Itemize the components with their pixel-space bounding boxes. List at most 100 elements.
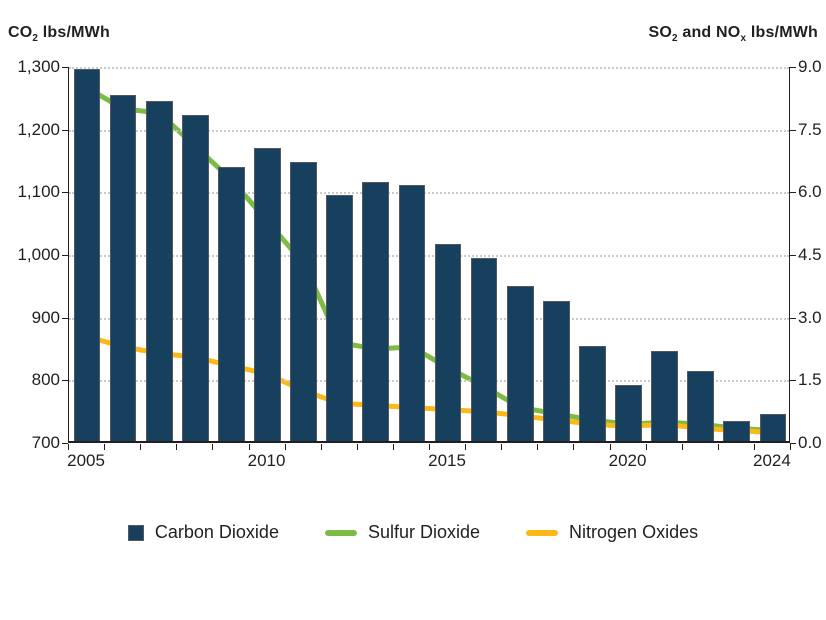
left-axis-tick — [62, 380, 68, 382]
x-axis-tick — [176, 444, 178, 450]
legend-line-swatch — [526, 529, 559, 536]
right-axis-tick-label: 6.0 — [798, 182, 822, 202]
co2-bar-2020 — [615, 384, 642, 441]
x-axis-tick — [429, 444, 430, 450]
right-axis-title-mid: and NO — [677, 24, 741, 41]
x-axis-label-2010: 2010 — [247, 451, 286, 470]
left-axis-tick-label: 900 — [31, 307, 60, 327]
right-axis-tick — [790, 67, 796, 68]
left-axis-tick — [62, 255, 68, 256]
x-axis-tick — [392, 444, 394, 450]
right-axis-tick-label: 0.0 — [798, 433, 822, 452]
legend-item-sulfur-dioxide: Sulfur Dioxide — [324, 522, 481, 543]
x-axis-tick — [573, 444, 575, 450]
left-axis-title-subscript: 2 — [32, 33, 39, 45]
left-axis-title: CO2 lbs/MWh — [8, 24, 110, 44]
co2-bar-2013 — [362, 182, 390, 441]
legend: Carbon Dioxide Sulfur Dioxide Nitrogen Oxi… — [0, 522, 826, 543]
x-axis-tick — [501, 444, 503, 450]
right-axis-tick — [790, 380, 796, 382]
right-axis-tick-label: 9.0 — [798, 57, 822, 76]
gridline — [69, 129, 789, 132]
x-axis-tick — [717, 444, 719, 450]
right-axis-title-subscript-x: x — [740, 33, 747, 45]
left-axis-title-text: CO — [8, 24, 33, 41]
x-axis-label-2024: 2024 — [753, 451, 791, 470]
left-axis-tick-label: 1,200 — [17, 119, 60, 139]
left-axis-title-unit: lbs/MWh — [38, 24, 110, 41]
legend-label: Sulfur Dioxide — [367, 522, 481, 542]
x-axis-tick — [68, 444, 69, 450]
gridline — [69, 192, 789, 195]
x-axis-label-2015: 2015 — [428, 451, 466, 470]
x-axis-tick — [356, 444, 358, 450]
right-axis-tick-label: 3.0 — [798, 307, 822, 327]
co2-bar-2016 — [470, 258, 498, 441]
co2-bar-2006 — [109, 95, 137, 441]
right-axis-tick — [790, 317, 796, 319]
legend-label: Carbon Dioxide — [154, 522, 279, 542]
right-axis-title-subscript-2: 2 — [672, 33, 678, 45]
co2-bar-2014 — [398, 185, 426, 441]
right-axis-tick-label: 1.5 — [798, 370, 822, 390]
right-axis-tick — [790, 255, 796, 256]
right-axis-tick — [790, 192, 796, 194]
gridline — [69, 380, 789, 383]
co2-bar-2017 — [506, 285, 534, 441]
x-axis-tick — [681, 444, 683, 450]
left-axis-tick — [62, 67, 68, 68]
left-axis-tick — [62, 192, 68, 194]
x-axis-label-2005: 2005 — [67, 451, 105, 470]
x-axis-tick — [248, 444, 250, 450]
co2-bar-2022 — [687, 370, 715, 441]
x-axis-tick — [212, 444, 214, 450]
x-axis-tick — [609, 444, 611, 450]
legend-item-nitrogen-oxides: Nitrogen Oxides — [526, 522, 698, 543]
legend-label: Nitrogen Oxides — [569, 522, 699, 542]
co2-bar-2010 — [254, 147, 281, 441]
left-axis-tick — [62, 443, 68, 444]
co2-bar-2012 — [326, 195, 354, 441]
co2-bar-2023 — [723, 420, 751, 441]
co2-bar-2011 — [290, 161, 317, 441]
x-axis-tick — [645, 444, 647, 450]
co2-bar-2009 — [218, 166, 245, 441]
co2-bar-2024 — [759, 414, 787, 441]
legend-line-swatch — [324, 529, 357, 536]
x-axis-tick — [790, 444, 791, 450]
left-axis-tick-label: 1,300 — [17, 57, 60, 76]
gridline — [69, 255, 789, 257]
right-axis-tick — [790, 129, 796, 131]
left-axis-tick-label: 800 — [31, 370, 60, 390]
x-axis-tick — [104, 444, 106, 450]
x-axis-label-2020: 2020 — [608, 451, 647, 470]
x-axis-tick — [465, 444, 467, 450]
co2-bar-2021 — [651, 350, 678, 441]
legend-square-swatch — [127, 524, 144, 541]
legend-item-carbon-dioxide: Carbon Dioxide — [127, 522, 279, 543]
left-axis-tick — [62, 129, 68, 131]
left-axis-tick — [62, 317, 68, 319]
co2-bar-2018 — [542, 301, 570, 441]
co2-bar-2019 — [579, 345, 606, 441]
gridline — [69, 317, 789, 320]
left-axis-tick-label: 700 — [31, 433, 60, 452]
gridline — [69, 67, 789, 69]
x-axis-tick — [537, 444, 539, 450]
right-axis-title-text: SO — [648, 24, 672, 41]
right-axis-title: SO2 and NOx lbs/MWh — [648, 24, 818, 44]
plot-area — [68, 67, 790, 443]
right-axis-tick-label: 4.5 — [798, 245, 822, 264]
x-axis-tick — [320, 444, 322, 450]
right-axis-tick-label: 7.5 — [798, 119, 822, 139]
co2-bar-2005 — [73, 69, 101, 441]
co2-bar-2008 — [181, 114, 209, 441]
left-axis-tick-label: 1,100 — [17, 182, 60, 202]
x-axis-tick — [753, 444, 755, 450]
right-axis-tick — [790, 443, 796, 444]
x-axis-tick — [284, 444, 286, 450]
co2-bar-2015 — [434, 244, 462, 441]
right-axis-title-unit: lbs/MWh — [746, 24, 818, 41]
co2-bar-2007 — [145, 100, 173, 441]
x-axis-tick — [140, 444, 142, 450]
